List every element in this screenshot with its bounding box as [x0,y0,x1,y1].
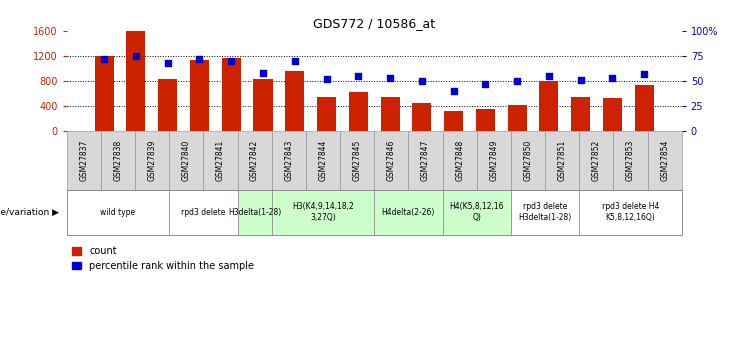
Text: H4delta(2-26): H4delta(2-26) [382,208,435,217]
Point [448,88,459,94]
Text: GSM27850: GSM27850 [523,140,533,181]
Point [289,58,301,64]
Point [511,78,523,84]
Bar [381,97,399,131]
Point [130,53,142,59]
Point [193,56,205,62]
Bar [571,97,591,131]
Bar [444,111,463,131]
Text: rpd3 delete
H3delta(1-28): rpd3 delete H3delta(1-28) [519,203,571,222]
Text: GSM27846: GSM27846 [387,140,396,181]
Bar [127,31,145,131]
Text: GSM27852: GSM27852 [592,140,601,181]
Text: GSM27848: GSM27848 [455,140,464,181]
Bar [285,71,305,131]
Point [575,77,587,83]
Text: rpd3 delete H4
K5,8,12,16Q): rpd3 delete H4 K5,8,12,16Q) [602,203,659,222]
Point [543,73,555,79]
Text: GSM27839: GSM27839 [147,140,156,181]
Point [257,70,269,76]
Text: GSM27847: GSM27847 [421,140,430,181]
Point [638,71,650,77]
Bar [539,81,559,131]
Text: GSM27842: GSM27842 [250,140,259,181]
Bar [317,97,336,131]
Bar [603,98,622,131]
Text: GSM27851: GSM27851 [558,140,567,181]
Point [479,81,491,87]
Text: GSM27840: GSM27840 [182,140,190,181]
Point [225,58,237,64]
Text: rpd3 delete: rpd3 delete [182,208,225,217]
Bar [253,79,273,131]
Point [99,56,110,62]
Point [384,75,396,81]
Point [321,76,333,82]
Bar [412,103,431,131]
Bar [476,109,495,131]
Bar [190,60,209,131]
Text: GSM27853: GSM27853 [626,140,635,181]
Text: genotype/variation ▶: genotype/variation ▶ [0,208,59,217]
Text: GSM27841: GSM27841 [216,140,225,181]
Text: GSM27844: GSM27844 [319,140,328,181]
Text: GSM27854: GSM27854 [660,140,669,181]
Text: GSM27849: GSM27849 [489,140,498,181]
Bar [158,79,177,131]
Bar [95,56,113,131]
Text: H3delta(1-28): H3delta(1-28) [228,208,282,217]
Text: GSM27845: GSM27845 [353,140,362,181]
Text: H3(K4,9,14,18,2
3,27Q): H3(K4,9,14,18,2 3,27Q) [292,203,354,222]
Point [353,73,365,79]
Bar [508,106,527,131]
Text: H4(K5,8,12,16
Q): H4(K5,8,12,16 Q) [450,203,504,222]
Point [162,60,173,66]
Text: GSM27837: GSM27837 [79,140,88,181]
Bar [222,58,241,131]
Text: GSM27843: GSM27843 [285,140,293,181]
Text: wild type: wild type [100,208,136,217]
Point [607,75,619,81]
Text: GSM27838: GSM27838 [113,140,122,181]
Bar [349,92,368,131]
Point [416,78,428,84]
Bar [635,85,654,131]
Title: GDS772 / 10586_at: GDS772 / 10586_at [313,17,435,30]
Legend: count, percentile rank within the sample: count, percentile rank within the sample [72,246,254,271]
